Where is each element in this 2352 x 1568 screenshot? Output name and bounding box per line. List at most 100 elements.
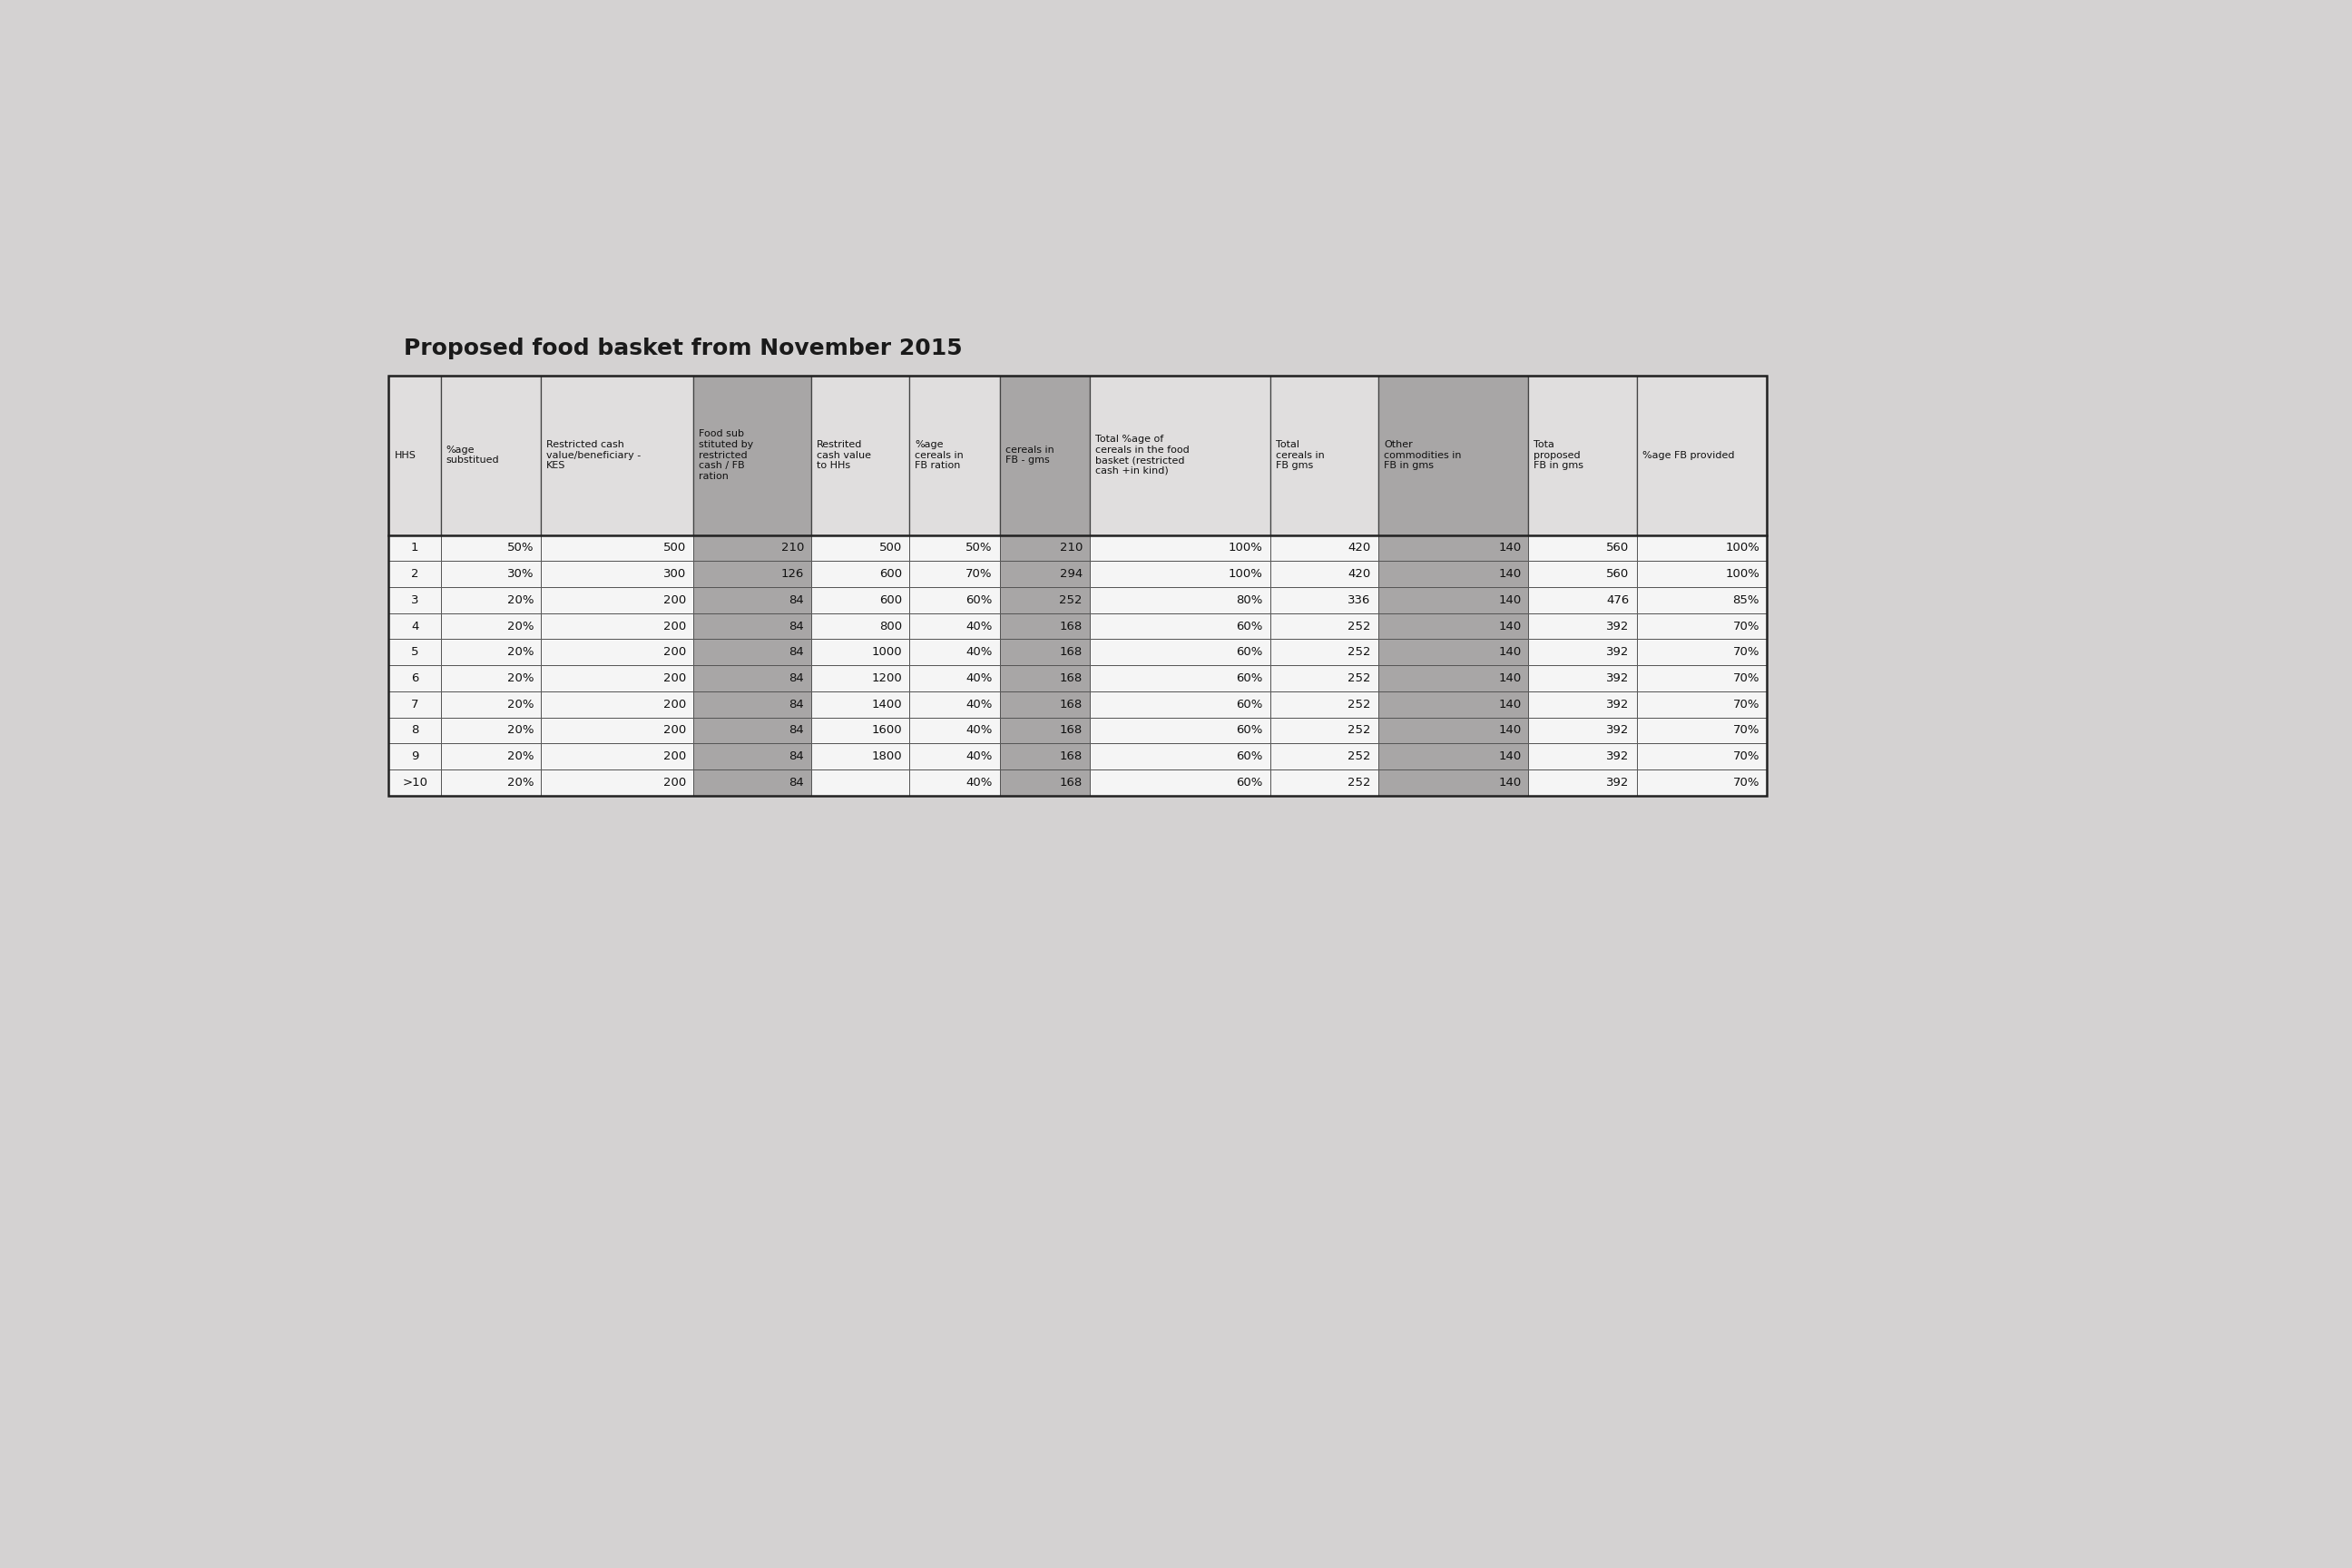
Text: 70%: 70%	[1733, 751, 1759, 762]
Text: 168: 168	[1061, 698, 1082, 710]
Bar	[388, 691, 440, 717]
Bar	[1089, 613, 1270, 640]
Bar	[541, 743, 694, 770]
Text: 200: 200	[663, 594, 687, 605]
Bar	[1089, 586, 1270, 613]
Text: 294: 294	[1061, 568, 1082, 580]
Bar	[541, 770, 694, 795]
Bar	[1000, 375, 1089, 535]
Bar	[694, 743, 811, 770]
Bar	[1529, 375, 1637, 535]
Bar	[1529, 586, 1637, 613]
Bar	[388, 375, 1766, 795]
Bar	[1529, 535, 1637, 561]
Text: 392: 392	[1606, 776, 1630, 789]
Bar	[440, 535, 541, 561]
Bar	[440, 743, 541, 770]
Text: 140: 140	[1498, 646, 1522, 659]
Bar	[541, 640, 694, 665]
Bar	[1378, 770, 1529, 795]
Bar	[811, 770, 910, 795]
Bar	[811, 665, 910, 691]
Bar	[694, 717, 811, 743]
Text: 60%: 60%	[1237, 621, 1263, 632]
Bar	[1000, 665, 1089, 691]
Text: 20%: 20%	[508, 776, 534, 789]
Text: 600: 600	[880, 594, 903, 605]
Bar	[541, 613, 694, 640]
Text: 84: 84	[788, 673, 804, 684]
Text: 500: 500	[880, 543, 903, 554]
Bar	[811, 743, 910, 770]
Bar	[541, 717, 694, 743]
Bar	[1000, 640, 1089, 665]
Text: 20%: 20%	[508, 621, 534, 632]
Text: 100%: 100%	[1228, 543, 1263, 554]
Text: 70%: 70%	[1733, 673, 1759, 684]
Bar	[1529, 717, 1637, 743]
Bar	[910, 613, 1000, 640]
Text: 100%: 100%	[1228, 568, 1263, 580]
Text: Other
commodities in
FB in gms: Other commodities in FB in gms	[1383, 441, 1461, 470]
Text: 200: 200	[663, 724, 687, 737]
Bar	[811, 717, 910, 743]
Bar	[1637, 561, 1766, 586]
Bar	[541, 586, 694, 613]
Bar	[1000, 535, 1089, 561]
Text: 140: 140	[1498, 698, 1522, 710]
Text: 420: 420	[1348, 543, 1371, 554]
Text: 70%: 70%	[1733, 724, 1759, 737]
Text: 252: 252	[1348, 751, 1371, 762]
Text: 210: 210	[781, 543, 804, 554]
Bar	[1089, 561, 1270, 586]
Bar	[388, 640, 440, 665]
Bar	[1378, 586, 1529, 613]
Bar	[440, 613, 541, 640]
Text: 60%: 60%	[967, 594, 993, 605]
Text: 84: 84	[788, 621, 804, 632]
Text: 50%: 50%	[508, 543, 534, 554]
Bar	[1637, 743, 1766, 770]
Text: 70%: 70%	[1733, 698, 1759, 710]
Text: 392: 392	[1606, 751, 1630, 762]
Text: 70%: 70%	[967, 568, 993, 580]
Bar	[910, 535, 1000, 561]
Text: 392: 392	[1606, 621, 1630, 632]
Text: 70%: 70%	[1733, 646, 1759, 659]
Text: 40%: 40%	[967, 621, 993, 632]
Text: 140: 140	[1498, 594, 1522, 605]
Bar	[694, 640, 811, 665]
Text: 40%: 40%	[967, 673, 993, 684]
Bar	[694, 691, 811, 717]
Text: cereals in
FB - gms: cereals in FB - gms	[1004, 445, 1054, 466]
Bar	[388, 586, 440, 613]
Text: 200: 200	[663, 621, 687, 632]
Bar	[1089, 640, 1270, 665]
Bar	[1270, 717, 1378, 743]
Text: 85%: 85%	[1733, 594, 1759, 605]
Bar	[910, 640, 1000, 665]
Text: 4: 4	[412, 621, 419, 632]
Text: 252: 252	[1058, 594, 1082, 605]
Bar	[811, 535, 910, 561]
Text: 40%: 40%	[967, 751, 993, 762]
Text: 1400: 1400	[873, 698, 903, 710]
Text: 336: 336	[1348, 594, 1371, 605]
Text: %age
cereals in
FB ration: %age cereals in FB ration	[915, 441, 964, 470]
Bar	[811, 613, 910, 640]
Text: 392: 392	[1606, 646, 1630, 659]
Bar	[1637, 717, 1766, 743]
Bar	[811, 375, 910, 535]
Text: 140: 140	[1498, 568, 1522, 580]
Text: 20%: 20%	[508, 594, 534, 605]
Bar	[1270, 665, 1378, 691]
Text: 40%: 40%	[967, 698, 993, 710]
Bar	[1378, 743, 1529, 770]
Bar	[388, 535, 440, 561]
Bar	[694, 665, 811, 691]
Text: Total
cereals in
FB gms: Total cereals in FB gms	[1275, 441, 1324, 470]
Text: 6: 6	[412, 673, 419, 684]
Bar	[1270, 613, 1378, 640]
Text: 3: 3	[412, 594, 419, 605]
Bar	[1529, 561, 1637, 586]
